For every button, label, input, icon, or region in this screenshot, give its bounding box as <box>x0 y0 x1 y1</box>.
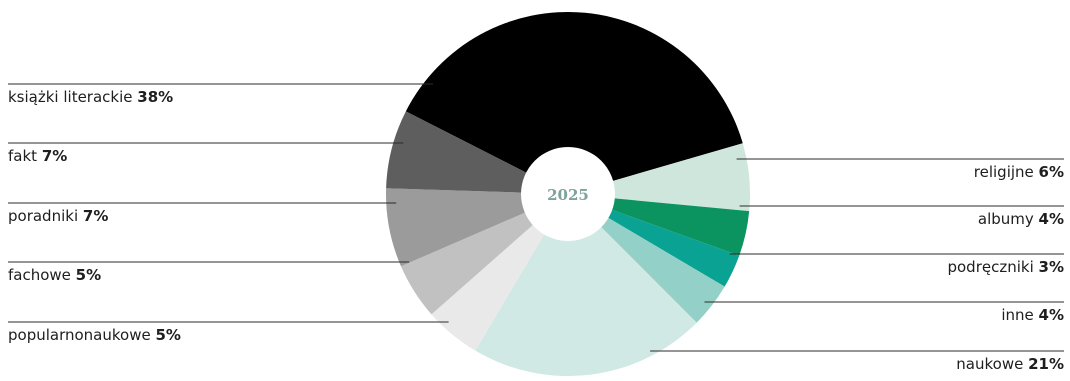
slice-naukowe <box>475 194 697 377</box>
label-poradniki: poradniki 7% <box>8 207 108 225</box>
label-name-fachowe: fachowe <box>8 266 76 284</box>
slice-labels: książki literackie 38% religijne 6% albumy… <box>8 88 1064 373</box>
label-name-fakt: fakt <box>8 147 42 165</box>
slice-albumy <box>568 194 750 256</box>
label-religijne: religijne 6% <box>974 163 1064 181</box>
slice-popularnonaukowe <box>431 194 568 351</box>
slice-fachowe <box>400 194 568 315</box>
label-albumy: albumy 4% <box>978 210 1064 228</box>
label-value-naukowe: 21% <box>1028 355 1064 373</box>
slice-ksiazki-literackie <box>405 12 743 194</box>
label-value-podreczniki: 3% <box>1039 258 1064 276</box>
label-ksiazki-literackie: książki literackie 38% <box>8 88 173 106</box>
label-name-podreczniki: podręczniki <box>947 258 1038 276</box>
slice-poradniki <box>386 188 568 267</box>
label-value-ksiazki-literackie: 38% <box>137 88 173 106</box>
label-name-naukowe: naukowe <box>956 355 1028 373</box>
label-value-popularnonaukowe: 5% <box>155 326 180 344</box>
slice-podreczniki <box>568 194 740 287</box>
label-popularnonaukowe: popularnonaukowe 5% <box>8 326 181 344</box>
label-value-albumy: 4% <box>1039 210 1064 228</box>
label-name-popularnonaukowe: popularnonaukowe <box>8 326 155 344</box>
center-year-label: 2025 <box>547 186 589 204</box>
slice-fakt <box>386 111 568 194</box>
label-name-religijne: religijne <box>974 163 1039 181</box>
label-value-inne: 4% <box>1039 306 1064 324</box>
label-name-poradniki: poradniki <box>8 207 83 225</box>
label-inne: inne 4% <box>1001 306 1064 324</box>
label-value-poradniki: 7% <box>83 207 108 225</box>
label-fachowe: fachowe 5% <box>8 266 101 284</box>
label-name-inne: inne <box>1001 306 1038 324</box>
center-hole <box>521 147 615 241</box>
label-value-fakt: 7% <box>42 147 67 165</box>
label-value-religijne: 6% <box>1039 163 1064 181</box>
label-name-albumy: albumy <box>978 210 1039 228</box>
leader-lines <box>8 83 1064 352</box>
label-name-ksiazki-literackie: książki literackie <box>8 88 137 106</box>
label-podreczniki: podręczniki 3% <box>947 258 1064 276</box>
label-naukowe: naukowe 21% <box>956 355 1064 373</box>
pie-slices <box>386 12 750 377</box>
slice-inne <box>568 194 725 323</box>
label-fakt: fakt 7% <box>8 147 67 165</box>
label-value-fachowe: 5% <box>76 266 101 284</box>
